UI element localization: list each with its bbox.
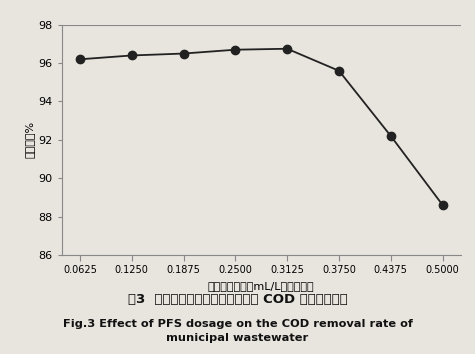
X-axis label: 聚合硫酸铁用量mL/L高岭土溶液: 聚合硫酸铁用量mL/L高岭土溶液 (208, 281, 314, 291)
Y-axis label: 去除率，%: 去除率，% (24, 121, 34, 158)
Text: 图3  聚合硫酸铁投加量对市政废水 COD 去除率的影响: 图3 聚合硫酸铁投加量对市政废水 COD 去除率的影响 (128, 293, 347, 306)
Text: Fig.3 Effect of PFS dosage on the COD removal rate of
municipal wastewater: Fig.3 Effect of PFS dosage on the COD re… (63, 319, 412, 343)
